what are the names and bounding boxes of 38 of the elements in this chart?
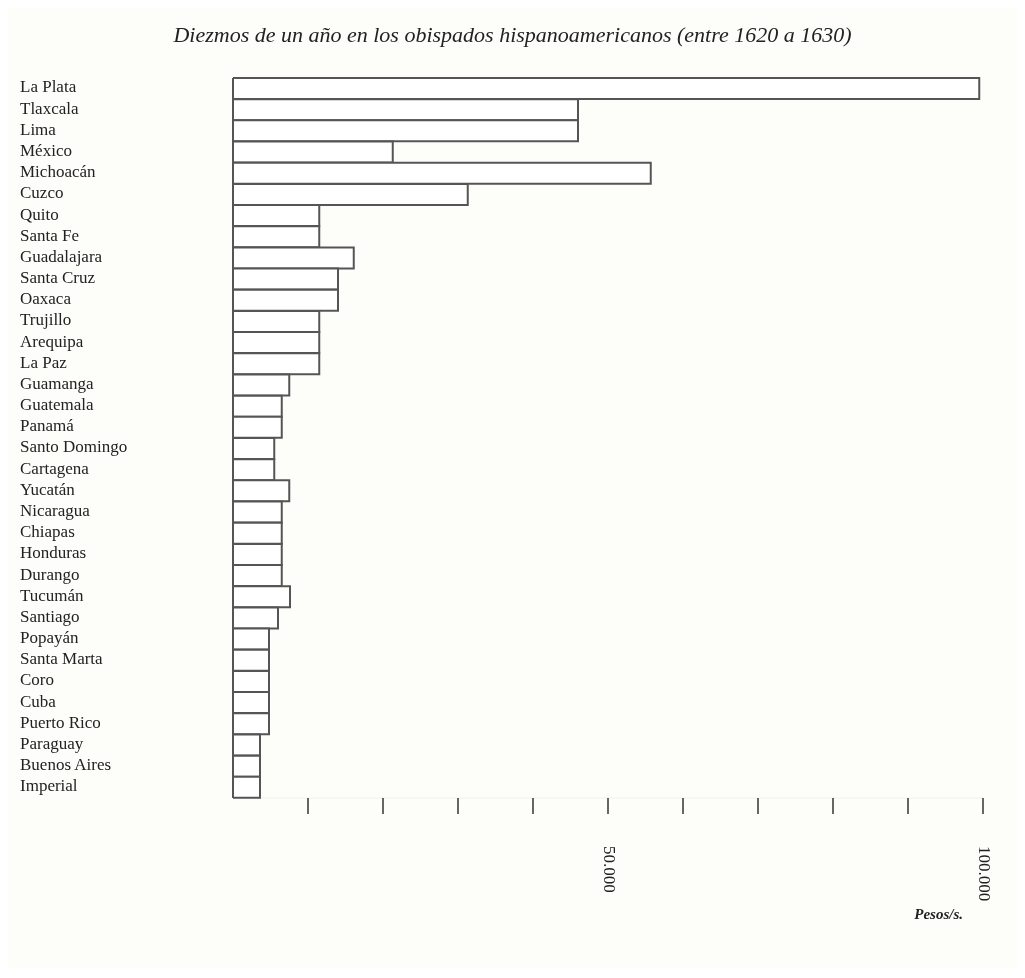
- y-tick-label: Tlaxcala: [20, 98, 79, 118]
- y-tick-label: Guadalajara: [20, 246, 103, 266]
- y-tick-label: Santa Marta: [20, 649, 104, 669]
- y-tick-label: México: [20, 141, 72, 161]
- y-tick-label: Santa Cruz: [20, 268, 96, 288]
- chart-title: Diezmos de un año en los obispados hispanoamericanos (entre 1620 a 1630): [172, 21, 853, 49]
- y-tick-label: Coro: [20, 670, 54, 690]
- y-tick-label: Paraguay: [20, 733, 84, 753]
- y-tick-label: Imperial: [20, 776, 78, 796]
- y-tick-label: Lima: [20, 119, 57, 139]
- y-tick-label: Quito: [20, 204, 59, 224]
- x-tick-label: 100.000: [975, 846, 995, 902]
- y-tick-label: Chiapas: [20, 522, 75, 542]
- y-tick-label: Michoacán: [20, 162, 97, 182]
- y-tick-label: La Paz: [20, 352, 68, 372]
- y-tick-label: Cuzco: [20, 183, 64, 203]
- y-tick-label: Nicaragua: [20, 501, 91, 521]
- y-tick-label: Oaxaca: [20, 289, 72, 309]
- x-axis-title: Pesos/s.: [914, 906, 963, 923]
- y-tick-label: Buenos Aires: [20, 755, 112, 775]
- y-tick-label: Cartagena: [20, 458, 90, 478]
- y-tick-label: Santiago: [20, 606, 80, 626]
- y-tick-label: Arequipa: [20, 331, 84, 351]
- x-tick-label: 50.000: [600, 846, 620, 893]
- y-tick-label: Tucumán: [20, 585, 85, 605]
- y-tick-label: Popayán: [20, 628, 80, 648]
- y-tick-label: Yucatán: [20, 479, 76, 499]
- y-tick-label: Santa Fe: [20, 225, 80, 245]
- y-tick-label: Santo Domingo: [20, 437, 128, 457]
- y-tick-label: Honduras: [20, 543, 87, 563]
- y-tick-label: La Plata: [20, 77, 77, 97]
- y-tick-label: Puerto Rico: [20, 712, 101, 732]
- y-tick-label: Durango: [20, 564, 80, 584]
- y-tick-label: Cuba: [20, 691, 57, 711]
- y-tick-label: Panamá: [20, 416, 75, 436]
- y-tick-label: Trujillo: [20, 310, 72, 330]
- y-tick-label: Guamanga: [20, 373, 95, 393]
- y-tick-label: Guatemala: [20, 395, 95, 415]
